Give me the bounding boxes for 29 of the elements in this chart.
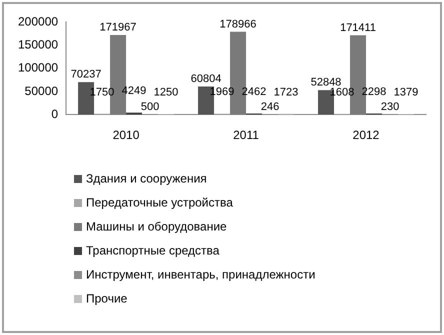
y-tick-label: 50000 [24,84,58,98]
y-tick-label: 200000 [18,14,58,28]
data-label: 60804 [190,72,222,85]
x-tick-label: 2010 [112,128,140,142]
data-label: 4249 [122,85,146,98]
data-label: 171967 [100,22,136,34]
data-label: 2298 [362,86,386,98]
legend-label: Инструмент, инвентарь, принадлежности [86,267,316,282]
x-tick-label: 2011 [233,128,260,142]
data-label: 1250 [154,86,178,99]
data-label: 178966 [220,18,256,30]
legend-label: Здания и сооружения [86,171,207,186]
legend-label: Передаточные устройства [86,195,234,210]
data-label: 70237 [70,68,102,81]
data-label: 1379 [394,86,418,98]
legend-label: Машины и оборудование [86,219,228,234]
y-tick-label: 150000 [18,37,58,52]
legend-label: Прочие [86,291,128,306]
data-label: 52848 [310,76,342,89]
data-label: 171411 [340,22,376,34]
x-tick-label: 2012 [352,128,380,142]
data-label: 230 [380,101,400,114]
y-tick-label: 0 [51,106,58,121]
data-label: 2462 [242,86,266,98]
data-label: 246 [260,101,280,114]
data-label: 500 [140,100,160,113]
y-tick-label: 100000 [18,60,58,75]
legend-label: Транспортные средства [86,243,220,258]
data-label: 1723 [274,86,298,98]
